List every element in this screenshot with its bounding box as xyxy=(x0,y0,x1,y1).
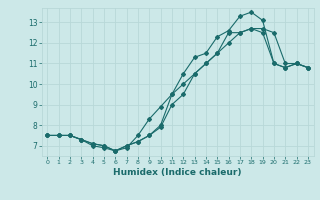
X-axis label: Humidex (Indice chaleur): Humidex (Indice chaleur) xyxy=(113,168,242,177)
